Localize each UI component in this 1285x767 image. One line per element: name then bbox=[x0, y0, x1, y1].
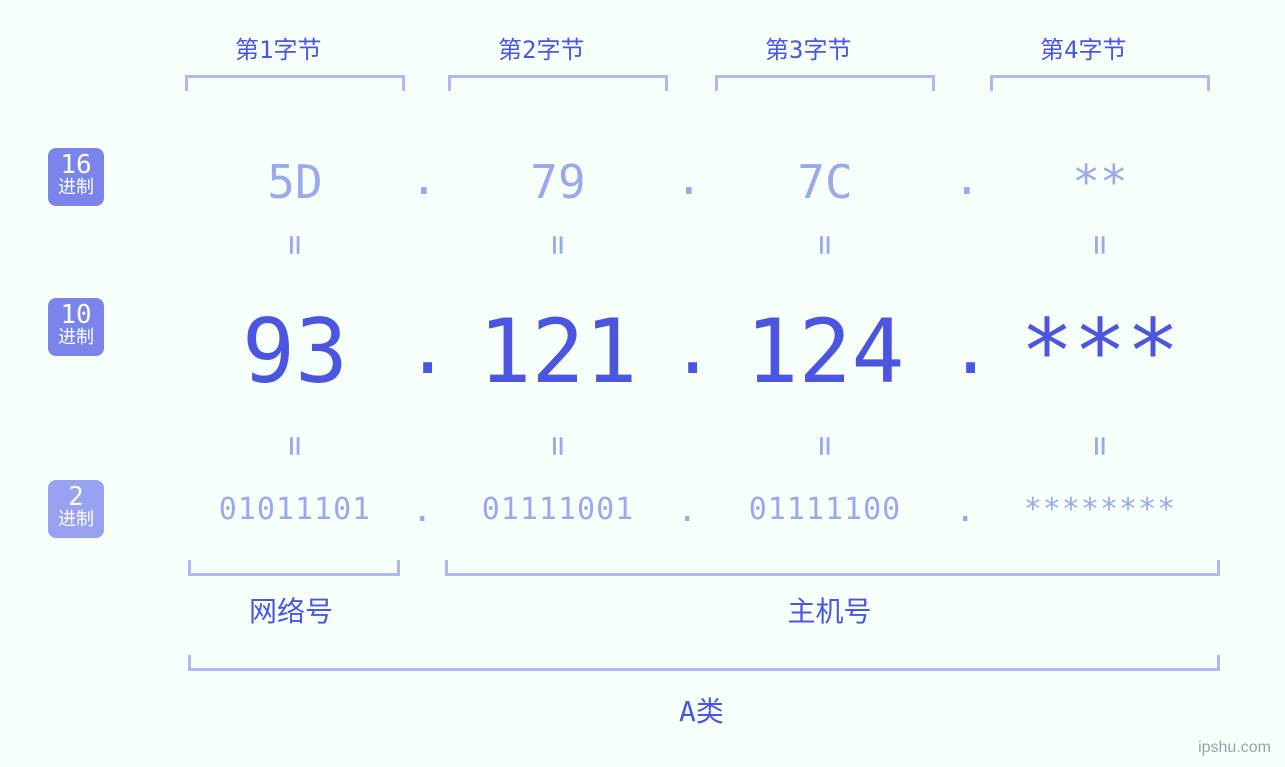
bin-byte-1: 01011101 bbox=[175, 492, 415, 527]
bin-separator-1: . bbox=[412, 490, 432, 530]
equals-dec-bin-3: = bbox=[805, 326, 845, 566]
equals-dec-bin-2: = bbox=[538, 326, 578, 566]
class-bracket bbox=[188, 655, 1220, 671]
bin-byte-3: 01111100 bbox=[705, 492, 945, 527]
equals-dec-bin-1: = bbox=[275, 326, 315, 566]
hex-separator-1: . bbox=[410, 151, 438, 205]
byte-header-3: 第3字节 bbox=[765, 30, 851, 65]
network-label: 网络号 bbox=[249, 590, 333, 630]
bin-byte-4: ******** bbox=[980, 492, 1220, 527]
badge-base10-text: 进制 bbox=[48, 329, 104, 348]
badge-base2: 2进制 bbox=[48, 480, 104, 538]
dec-separator-1: . bbox=[406, 306, 449, 390]
byte-header-4: 第4字节 bbox=[1040, 30, 1126, 65]
bin-separator-2: . bbox=[677, 490, 697, 530]
host-label: 主机号 bbox=[788, 590, 872, 630]
byte-header-1: 第1字节 bbox=[235, 30, 321, 65]
class-label: A类 bbox=[679, 690, 724, 730]
byte-header-2: 第2字节 bbox=[498, 30, 584, 65]
bin-byte-2: 01111001 bbox=[438, 492, 678, 527]
badge-base16-number: 16 bbox=[48, 152, 104, 179]
hex-separator-3: . bbox=[953, 151, 981, 205]
badge-base16: 16进制 bbox=[48, 148, 104, 206]
badge-base10-number: 10 bbox=[48, 302, 104, 329]
badge-base10: 10进制 bbox=[48, 298, 104, 356]
badge-base16-text: 进制 bbox=[48, 179, 104, 198]
byte-bracket-top-2 bbox=[448, 75, 668, 91]
network-bracket bbox=[188, 560, 400, 576]
badge-base2-number: 2 bbox=[48, 484, 104, 511]
byte-bracket-top-1 bbox=[185, 75, 405, 91]
byte-bracket-top-3 bbox=[715, 75, 935, 91]
dec-separator-3: . bbox=[949, 306, 992, 390]
dec-separator-2: . bbox=[671, 306, 714, 390]
byte-bracket-top-4 bbox=[990, 75, 1210, 91]
hex-separator-2: . bbox=[675, 151, 703, 205]
watermark: ipshu.com bbox=[1198, 739, 1271, 757]
host-bracket bbox=[445, 560, 1220, 576]
equals-dec-bin-4: = bbox=[1080, 326, 1120, 566]
badge-base2-text: 进制 bbox=[48, 511, 104, 530]
bin-separator-3: . bbox=[955, 490, 975, 530]
